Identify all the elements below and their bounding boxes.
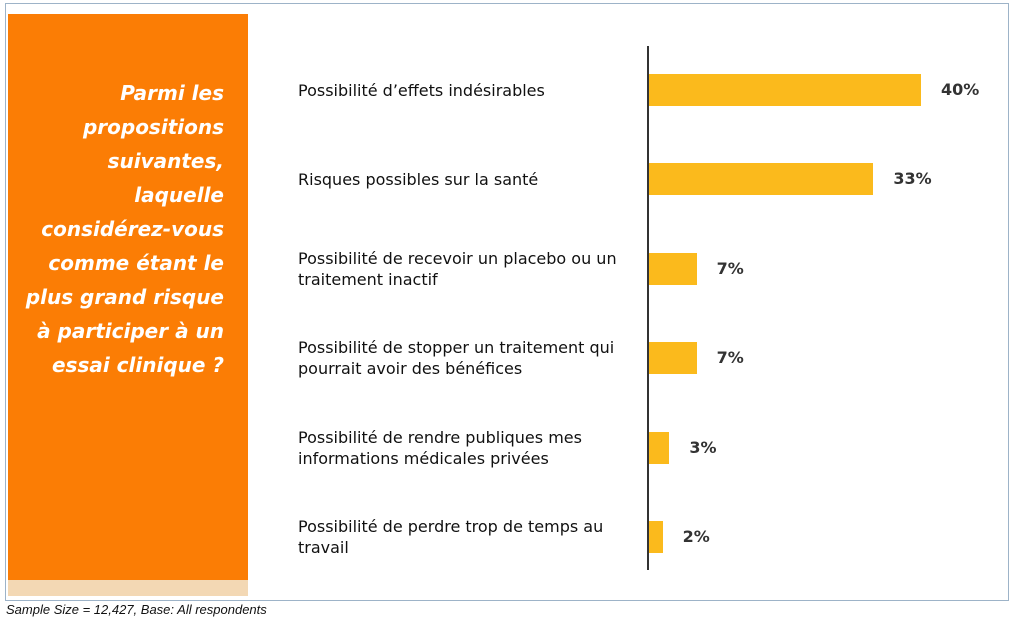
frame [5, 3, 1009, 601]
question-panel [8, 14, 248, 580]
bar [649, 431, 670, 464]
category-label: Possibilité de rendre publiques mes info… [298, 427, 582, 468]
note: Sample Size = 12,427, Base: All responde… [6, 602, 267, 617]
bar [649, 252, 697, 285]
value-label: 40% [941, 80, 980, 99]
bar [649, 342, 697, 375]
category-label: Risques possibles sur la santé [298, 169, 539, 189]
category-label: Possibilité d’effets indésirables [298, 80, 545, 100]
value-label: 7% [716, 348, 744, 368]
category-label: Possibilité de stopper un traitement qui… [298, 338, 615, 379]
value-label: 33% [893, 169, 932, 189]
bar [649, 521, 663, 553]
question: Parmi les propositions suivantes, laquel… [25, 81, 224, 377]
value-label: 7% [716, 258, 744, 278]
category-label: Possibilité de perdre trop de temps au t… [298, 517, 604, 557]
value-label: 3% [689, 437, 717, 457]
value-label: 2% [682, 527, 710, 546]
bar [649, 74, 921, 106]
panel-band [8, 580, 248, 596]
axis-line [647, 46, 649, 570]
bar [649, 163, 874, 196]
category-label: Possibilité de recevoir un placebo ou un… [298, 248, 617, 289]
